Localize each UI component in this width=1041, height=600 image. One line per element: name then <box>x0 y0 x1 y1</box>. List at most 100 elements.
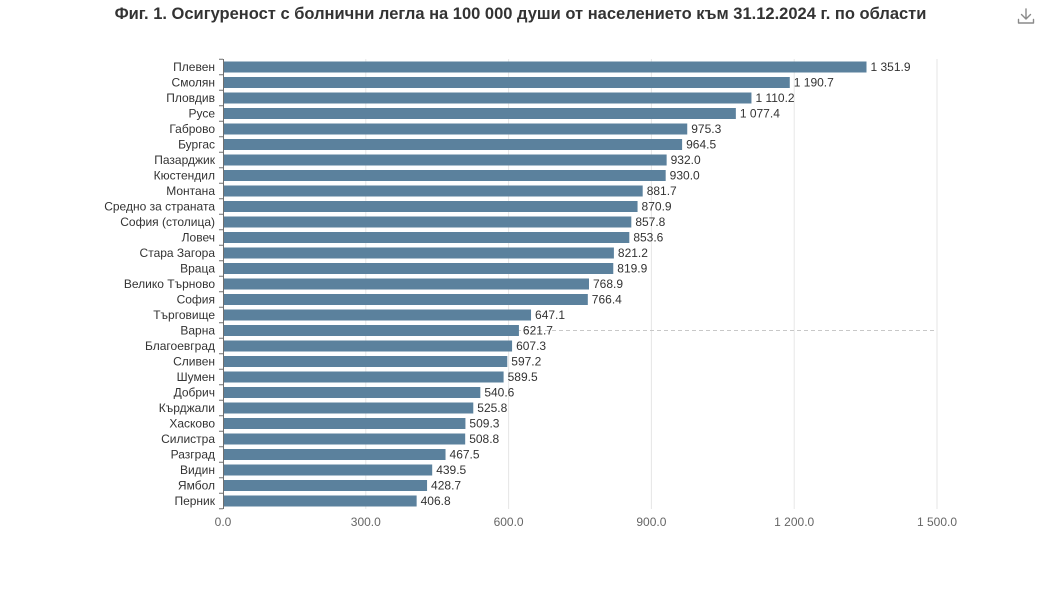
bar[interactable] <box>223 402 474 414</box>
bar[interactable] <box>223 340 513 352</box>
chart-title: Фиг. 1. Осигуреност с болнични легла на … <box>114 5 927 23</box>
value-label: 857.8 <box>635 215 665 229</box>
value-label: 932.0 <box>671 153 701 167</box>
x-tick-label: 0.0 <box>215 515 232 529</box>
value-label: 930.0 <box>670 169 700 183</box>
x-tick-label: 1 500.0 <box>917 515 957 529</box>
category-label: Стара Загора <box>140 246 216 260</box>
value-label: 525.8 <box>477 401 507 415</box>
value-label: 853.6 <box>633 231 663 245</box>
value-label: 589.5 <box>508 370 538 384</box>
value-label: 964.5 <box>686 138 716 152</box>
bar[interactable] <box>223 139 683 150</box>
value-label: 439.5 <box>436 463 466 477</box>
value-label: 1 077.4 <box>740 107 780 121</box>
category-label: Ямбол <box>178 479 215 493</box>
bar[interactable] <box>223 278 589 290</box>
bar[interactable] <box>223 201 638 212</box>
bar[interactable] <box>223 263 614 274</box>
bar[interactable] <box>223 309 532 321</box>
category-label: Враца <box>180 262 215 276</box>
bar[interactable] <box>223 480 428 491</box>
value-label: 508.8 <box>469 432 499 446</box>
value-label: 607.3 <box>516 339 546 353</box>
category-label: Разград <box>171 448 215 462</box>
bar[interactable] <box>223 356 508 367</box>
bar[interactable] <box>223 495 417 507</box>
bar[interactable] <box>223 449 446 460</box>
bar[interactable] <box>223 294 588 305</box>
category-label: Видин <box>180 463 215 477</box>
value-label: 621.7 <box>523 324 553 338</box>
category-label: Пазарджик <box>154 153 215 167</box>
value-label: 881.7 <box>647 184 677 198</box>
value-label: 467.5 <box>450 448 480 462</box>
bar[interactable] <box>223 185 643 197</box>
category-label: Велико Търново <box>124 277 215 291</box>
bar[interactable] <box>223 77 790 88</box>
bar[interactable] <box>223 418 466 429</box>
value-label: 975.3 <box>691 122 721 136</box>
category-label: Русе <box>188 107 215 121</box>
bar[interactable] <box>223 325 519 336</box>
value-label: 540.6 <box>484 386 514 400</box>
value-label: 819.9 <box>617 262 647 276</box>
category-label: София (столица) <box>120 215 215 229</box>
bar[interactable] <box>223 247 614 259</box>
category-label: Бургас <box>178 138 215 152</box>
bar[interactable] <box>223 371 504 383</box>
category-label: Търговище <box>153 308 215 322</box>
bar[interactable] <box>223 61 867 73</box>
value-label: 1 110.2 <box>755 91 794 105</box>
category-label: Перник <box>174 494 215 508</box>
value-label: 406.8 <box>421 494 451 508</box>
bar[interactable] <box>223 92 752 104</box>
category-label: Кърджали <box>159 401 215 415</box>
value-label: 1 351.9 <box>871 60 911 74</box>
category-label: Силистра <box>161 432 215 446</box>
category-label: Добрич <box>174 386 215 400</box>
bar[interactable] <box>223 123 688 135</box>
category-label: Средно за страната <box>104 200 215 214</box>
value-label: 428.7 <box>431 479 461 493</box>
bar[interactable] <box>223 387 481 398</box>
x-tick-label: 300.0 <box>351 515 381 529</box>
value-label: 509.3 <box>469 417 499 431</box>
bar[interactable] <box>223 108 736 119</box>
x-tick-label: 900.0 <box>636 515 666 529</box>
axes <box>219 58 224 510</box>
value-label: 821.2 <box>618 246 648 260</box>
value-label: 647.1 <box>535 308 565 322</box>
bar[interactable] <box>223 216 632 228</box>
bar[interactable] <box>223 433 466 445</box>
bar[interactable] <box>223 154 667 166</box>
x-tick-label: 1 200.0 <box>774 515 814 529</box>
category-label: Габрово <box>169 122 215 136</box>
labels: 0.0 300.0 600.0 900.0 1 200.0 1 500.0 Плевен 1 … <box>104 60 957 529</box>
category-label: Плевен <box>173 60 215 74</box>
category-label: Варна <box>180 324 215 338</box>
category-label: Хасково <box>169 417 215 431</box>
category-label: Ловеч <box>182 231 215 245</box>
value-label: 870.9 <box>642 200 672 214</box>
category-label: Монтана <box>166 184 215 198</box>
bar[interactable] <box>223 170 666 181</box>
value-label: 768.9 <box>593 277 623 291</box>
category-label: Кюстендил <box>154 169 215 183</box>
bar[interactable] <box>223 232 630 243</box>
category-label: Пловдив <box>166 91 215 105</box>
category-label: Благоевград <box>145 339 215 353</box>
x-tick-label: 600.0 <box>494 515 524 529</box>
value-label: 1 190.7 <box>794 76 834 90</box>
download-button[interactable] <box>1015 5 1037 27</box>
category-label: Сливен <box>173 355 215 369</box>
category-label: София <box>177 293 215 307</box>
bars <box>223 61 867 507</box>
download-icon <box>1017 8 1035 24</box>
category-label: Шумен <box>177 370 215 384</box>
value-label: 766.4 <box>592 293 622 307</box>
value-label: 597.2 <box>511 355 541 369</box>
category-label: Смолян <box>172 76 215 90</box>
bar[interactable] <box>223 464 433 476</box>
